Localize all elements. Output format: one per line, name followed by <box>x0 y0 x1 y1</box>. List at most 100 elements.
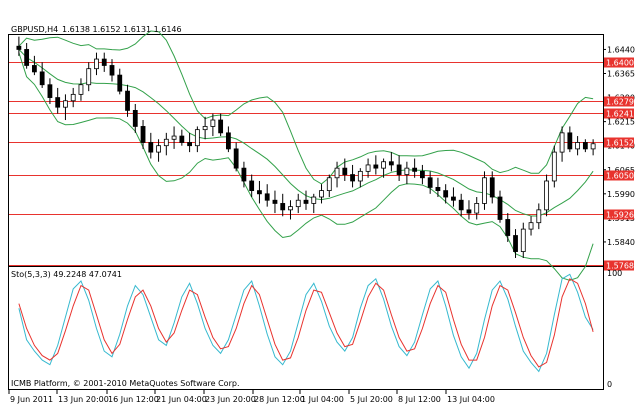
price-tag-bg-2 <box>604 108 634 119</box>
candle-body-61 <box>489 177 495 198</box>
candle-body-60 <box>482 177 487 204</box>
candle-body-20 <box>171 135 177 140</box>
candle-body-74 <box>590 143 596 150</box>
candle-body-49 <box>396 164 402 175</box>
price-tag-bg-1 <box>604 96 634 107</box>
candle-body-19 <box>163 138 169 147</box>
candle-body-40 <box>326 177 332 192</box>
price-tag-3: 1.6152 <box>606 139 634 148</box>
candle-body-43 <box>350 174 355 182</box>
candle-body-7 <box>70 93 76 102</box>
lower-band <box>18 52 594 281</box>
candle-body-59 <box>474 203 480 214</box>
candle-body-8 <box>78 84 84 95</box>
oscillator-scale-top: 100 <box>607 269 622 278</box>
candlesticks <box>16 36 596 258</box>
chart-header-quote: 1.6138 1.6152 1.6131 1.6146 <box>62 25 182 34</box>
candle-body-26 <box>218 119 224 134</box>
candle-body-48 <box>388 161 394 166</box>
price-tags: 1.6400 1.6279 1.6241 1.6152 1.6050 1.5926 1.57… <box>604 57 634 271</box>
price-tick-label-1: 1.6365 <box>607 70 635 79</box>
candle-body-54 <box>435 186 441 192</box>
candle-body-35 <box>288 206 293 211</box>
candle-body-65 <box>520 228 526 252</box>
candle-body-37 <box>303 199 309 204</box>
candle-body-56 <box>451 196 456 201</box>
price-tag-6: 1.5768 <box>606 262 634 271</box>
price-tick-label-0: 1.6440 <box>607 45 635 54</box>
candle-body-63 <box>505 219 511 236</box>
price-tag-bg-4 <box>604 170 634 181</box>
candle-body-57 <box>458 199 464 211</box>
price-tag-1: 1.6279 <box>606 98 634 107</box>
candle-body-72 <box>575 142 580 150</box>
candle-body-24 <box>202 126 208 131</box>
candle-body-5 <box>55 97 61 108</box>
price-tick-label-6: 1.5990 <box>607 190 635 199</box>
time-tick-label-7: 5 Jul 20:00 <box>350 395 393 404</box>
candle-body-69 <box>551 151 557 182</box>
candle-body-46 <box>373 164 379 169</box>
candle-body-45 <box>365 164 371 172</box>
candle-body-47 <box>381 161 387 169</box>
candle-body-66 <box>528 222 534 230</box>
candle-body-11 <box>101 58 107 66</box>
candle-body-15 <box>132 109 138 127</box>
candle-body-73 <box>582 142 588 150</box>
candle-body-31 <box>257 190 262 195</box>
candle-body-53 <box>427 177 433 188</box>
candle-body-34 <box>280 203 286 211</box>
price-tag-5: 1.5926 <box>606 211 634 220</box>
horizontal-levels <box>9 62 603 266</box>
time-tick-label-0: 9 Jun 2011 <box>10 395 53 404</box>
candle-body-32 <box>264 193 270 201</box>
price-tag-0: 1.6400 <box>606 59 634 68</box>
candle-body-27 <box>225 132 231 150</box>
candle-body-50 <box>404 167 410 175</box>
time-tick-label-2: 16 Jun 12:00 <box>108 395 159 404</box>
candle-body-33 <box>272 199 278 204</box>
main-pane-frame <box>8 34 604 267</box>
candle-body-3 <box>39 71 45 86</box>
upper-band <box>18 30 594 185</box>
candle-body-18 <box>156 145 161 153</box>
candle-body-0 <box>16 45 22 50</box>
candle-body-44 <box>357 170 363 182</box>
price-tag-2: 1.6241 <box>606 110 634 119</box>
candle-body-2 <box>32 65 37 73</box>
candle-body-51 <box>412 167 418 172</box>
price-tag-4: 1.6050 <box>606 172 634 181</box>
candle-body-25 <box>210 119 216 127</box>
oscillator-pane-frame <box>8 266 604 390</box>
candle-body-68 <box>544 180 549 211</box>
price-tick-label-5: 1.6065 <box>607 166 635 175</box>
stochastic-lines <box>18 273 594 373</box>
candle-body-30 <box>249 180 255 192</box>
candle-body-14 <box>125 90 130 111</box>
price-tag-bg-5 <box>604 209 634 220</box>
price-tick-label-3: 1.6215 <box>607 118 635 127</box>
time-tick-label-1: 13 Jun 20:00 <box>58 395 109 404</box>
time-tick-label-5: 28 Jun 12:00 <box>254 395 305 404</box>
candle-body-10 <box>94 58 99 70</box>
candle-body-41 <box>334 167 340 179</box>
candle-body-52 <box>419 170 425 179</box>
candle-body-36 <box>295 199 301 208</box>
price-tick-label-8: 1.5840 <box>607 238 635 247</box>
time-tick-label-4: 23 Jun 20:00 <box>205 395 256 404</box>
candle-body-71 <box>567 132 573 150</box>
candle-body-1 <box>24 49 30 66</box>
candle-body-22 <box>187 142 193 147</box>
candle-body-28 <box>233 148 239 169</box>
candle-body-23 <box>194 129 200 147</box>
candle-body-6 <box>63 100 68 108</box>
time-tick-label-6: 1 Jul 04:00 <box>301 395 344 404</box>
candle-body-42 <box>342 167 348 175</box>
candle-body-55 <box>443 190 449 198</box>
candle-body-13 <box>117 74 123 92</box>
time-tick-label-8: 8 Jul 12:00 <box>398 395 441 404</box>
oscillator-scale-bottom: 0 <box>607 380 612 389</box>
